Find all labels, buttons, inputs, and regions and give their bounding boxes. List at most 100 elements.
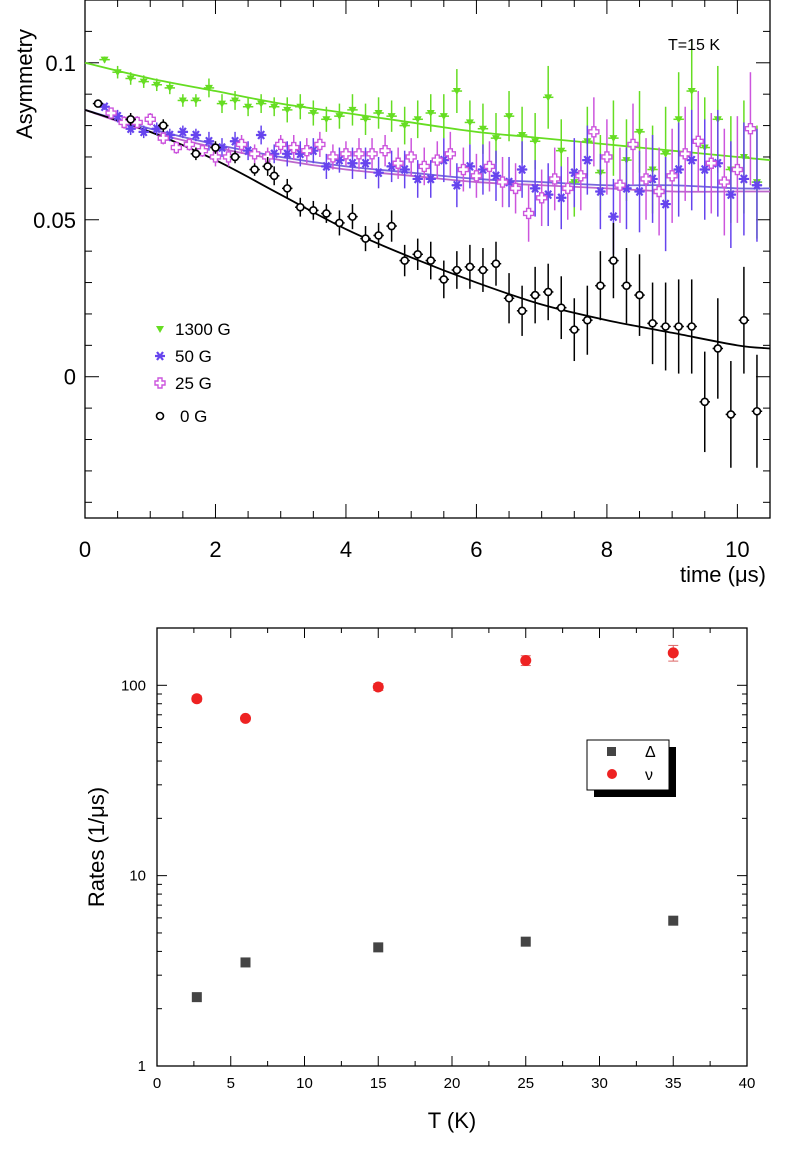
data-point [674, 116, 683, 124]
asymmetry-panel: 0 2 4 6 8 10 0 0.05 0.1 T=15 K Asymmetry time (μ… [12, 0, 771, 587]
data-point [608, 211, 619, 222]
data-point [609, 256, 618, 265]
data-point [105, 107, 117, 119]
rates-axis-ticks: 0 5 10 15 20 25 30 35 40 1 10 100 [121, 627, 755, 1092]
data-point [666, 170, 678, 182]
data-point [595, 186, 606, 197]
data-point [562, 182, 574, 195]
data-point [191, 97, 200, 105]
data-point [444, 148, 457, 160]
data-point [496, 176, 509, 188]
data-point [158, 121, 168, 130]
data-point [144, 113, 156, 125]
data-point [183, 138, 196, 151]
data-point [353, 148, 365, 160]
data-point [452, 88, 461, 96]
legend-label: 25 G [175, 374, 212, 393]
data-point [203, 136, 214, 146]
x-tick-label: 10 [296, 1075, 313, 1092]
data-point [478, 265, 488, 275]
data-point [457, 163, 470, 176]
data-point [392, 157, 404, 169]
data-point [314, 138, 326, 151]
data-point [648, 319, 657, 328]
data-point [692, 135, 704, 147]
data-point [263, 162, 272, 171]
data-point [270, 103, 279, 111]
data-point [744, 123, 757, 135]
y-tick-label: 0.05 [33, 208, 76, 233]
data-point [418, 160, 430, 173]
data-point [211, 143, 220, 152]
data-point [452, 265, 462, 275]
data-point [374, 231, 383, 240]
x-tick-label: 5 [227, 1075, 235, 1092]
asymmetry-legend: 1300 G 50 G 25 G 0 G [154, 320, 231, 426]
data-point [535, 192, 548, 204]
data-point [283, 106, 292, 114]
data-point [614, 179, 626, 191]
data-point [156, 326, 164, 333]
data-point [373, 942, 384, 953]
legend-label: 50 G [175, 347, 212, 366]
data-point [126, 75, 135, 83]
data-point [170, 141, 183, 154]
data-point [725, 189, 736, 200]
data-point [731, 163, 744, 176]
data-point [635, 128, 644, 136]
data-point [191, 992, 202, 1003]
data-point [372, 681, 384, 693]
data-point [451, 180, 462, 190]
data-point [439, 113, 448, 121]
data-point [674, 322, 683, 331]
data-point [726, 410, 736, 419]
asymmetry-plot-frame [84, 0, 771, 519]
rates-data-points [191, 644, 679, 1003]
data-point [556, 193, 567, 203]
data-point [635, 290, 644, 300]
legend-label: 0 G [180, 407, 207, 426]
legend-label: 1300 G [175, 320, 231, 339]
data-point [596, 281, 605, 290]
data-point [138, 127, 149, 137]
data-point [139, 78, 148, 86]
data-point [531, 138, 540, 146]
data-point [627, 138, 639, 151]
data-point [296, 103, 305, 111]
data-point [713, 344, 723, 353]
x-tick-label: 0 [153, 1075, 161, 1092]
time-x-axis-label: time (μs) [680, 562, 766, 587]
series-nu [191, 644, 679, 724]
legend-square-marker [607, 747, 616, 756]
data-point [275, 138, 287, 151]
data-point [425, 174, 436, 184]
data-point [478, 125, 487, 133]
data-point [752, 406, 762, 416]
data-point [348, 212, 357, 221]
data-point [569, 325, 579, 334]
data-point [288, 141, 300, 154]
data-point [640, 173, 652, 185]
data-point [544, 94, 553, 102]
x-tick-label: 10 [725, 537, 749, 562]
data-point [634, 186, 645, 197]
y-tick-label: 0 [64, 365, 76, 390]
data-point [739, 315, 749, 325]
data-point [361, 116, 370, 124]
data-point [413, 249, 423, 259]
data-point [504, 293, 514, 303]
data-point [557, 147, 566, 155]
data-point [400, 122, 409, 130]
data-point [575, 170, 587, 182]
data-point [673, 164, 684, 175]
data-point [492, 135, 500, 143]
data-point [601, 151, 613, 163]
data-point [738, 174, 749, 184]
data-point [700, 397, 710, 407]
data-point [668, 915, 679, 926]
data-point [517, 306, 527, 316]
data-point [340, 148, 352, 160]
x-tick-label: 15 [370, 1075, 387, 1092]
data-point [530, 290, 540, 300]
asymmetry-y-axis-label: Asymmetry [12, 29, 37, 139]
